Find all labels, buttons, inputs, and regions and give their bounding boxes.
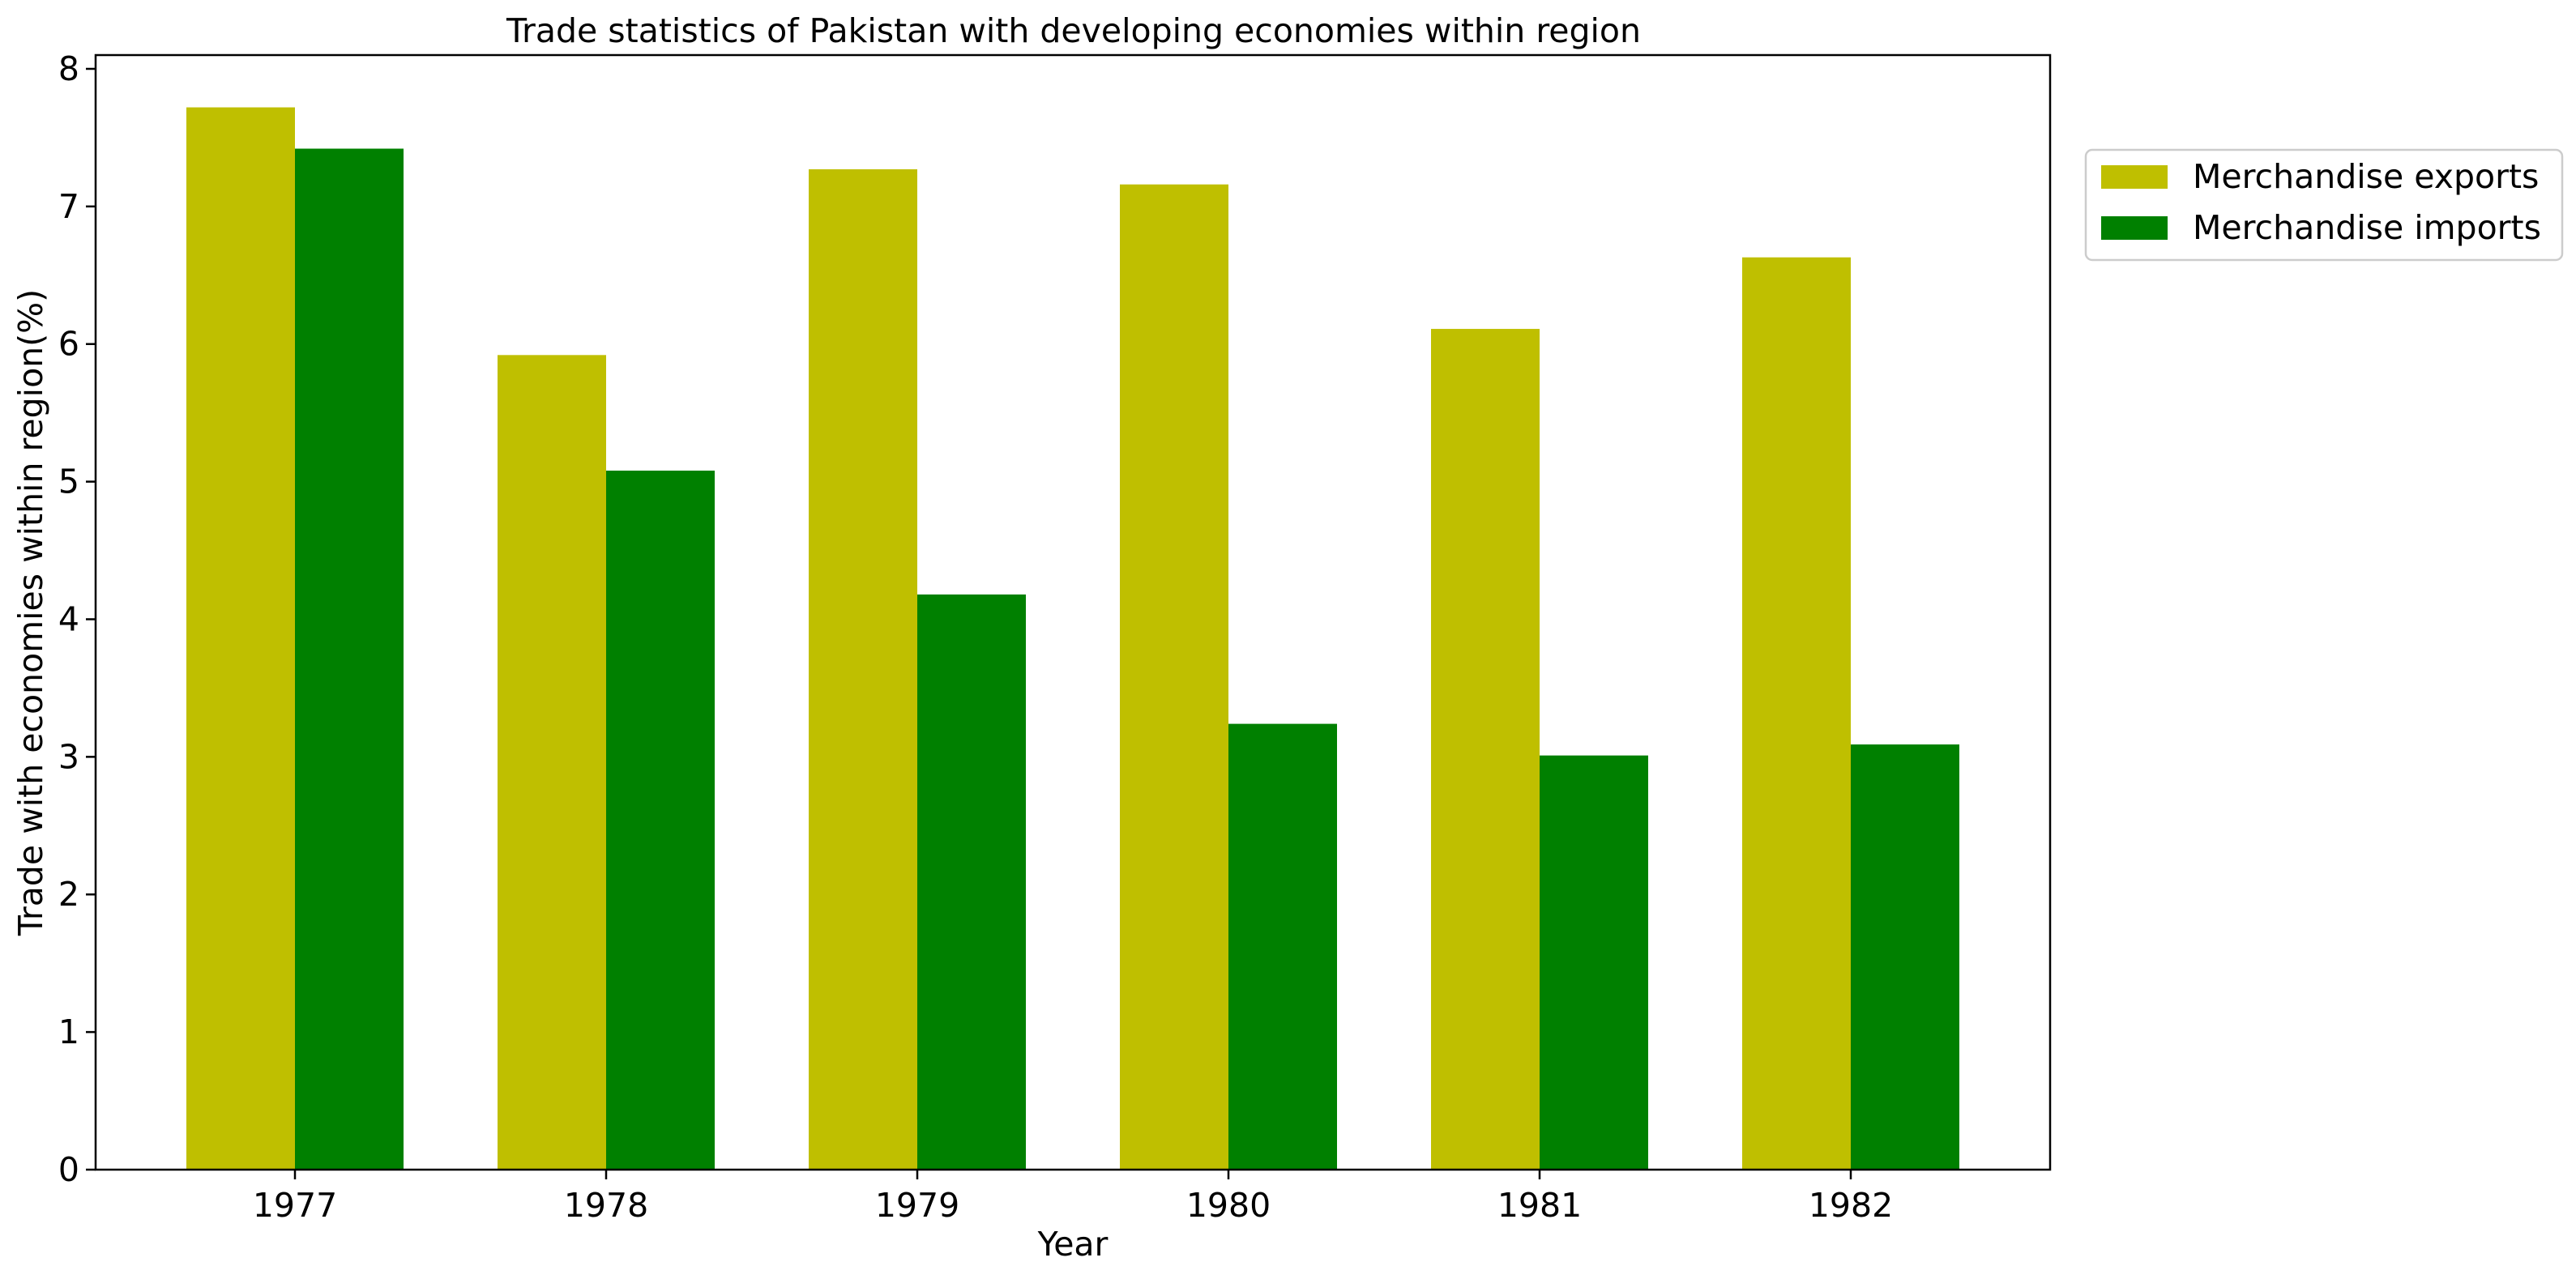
y-tick-label-2: 2: [58, 875, 79, 914]
bar-imports-1982: [1851, 744, 1959, 1170]
chart-title: Trade statistics of Pakistan with develo…: [506, 11, 1641, 50]
y-tick-label-8: 8: [58, 49, 79, 88]
legend-swatch-imports: [2101, 216, 2168, 240]
bar-exports-1977: [186, 107, 295, 1170]
plot-frame: [94, 53, 2052, 1171]
bar-imports-1980: [1228, 723, 1337, 1170]
bars-layer: [186, 107, 1959, 1170]
legend-frame: [2084, 148, 2564, 262]
y-tick-label-7: 7: [58, 187, 79, 226]
y-tick-label-1: 1: [58, 1013, 79, 1051]
x-tick-label-1979: 1979: [875, 1186, 959, 1225]
bar-imports-1981: [1540, 755, 1648, 1170]
y-axis: 0 1 2 3 4 5 6 7 8: [58, 49, 96, 1189]
x-tick-label-1977: 1977: [253, 1186, 337, 1225]
bar-imports-1979: [917, 594, 1026, 1170]
y-tick-label-0: 0: [58, 1150, 79, 1189]
x-tick-label-1982: 1982: [1809, 1186, 1893, 1225]
y-tick-label-5: 5: [58, 463, 79, 501]
bar-exports-1981: [1431, 329, 1540, 1170]
x-tick-label-1981: 1981: [1497, 1186, 1582, 1225]
legend-label-imports: Merchandise imports: [2193, 208, 2541, 247]
bar-exports-1982: [1742, 257, 1851, 1170]
bar-imports-1977: [295, 148, 404, 1170]
bar-exports-1978: [498, 355, 606, 1170]
y-tick-label-4: 4: [58, 599, 79, 638]
bar-imports-1978: [606, 471, 715, 1170]
y-tick-label-6: 6: [58, 325, 79, 364]
legend-label-exports: Merchandise exports: [2193, 157, 2539, 196]
bar-exports-1979: [809, 168, 917, 1170]
y-tick-label-3: 3: [58, 737, 79, 776]
legend-swatch-exports: [2101, 165, 2168, 189]
x-tick-label-1978: 1978: [564, 1186, 648, 1225]
x-axis: 1977 1978 1979 1980 1981 1982: [253, 1170, 1893, 1225]
x-tick-label-1980: 1980: [1186, 1186, 1271, 1225]
legend: Merchandise exports Merchandise imports: [2084, 148, 2564, 262]
y-axis-label: Trade with economies within region(%): [11, 289, 50, 936]
bar-exports-1980: [1120, 184, 1228, 1170]
x-axis-label: Year: [1037, 1225, 1109, 1264]
